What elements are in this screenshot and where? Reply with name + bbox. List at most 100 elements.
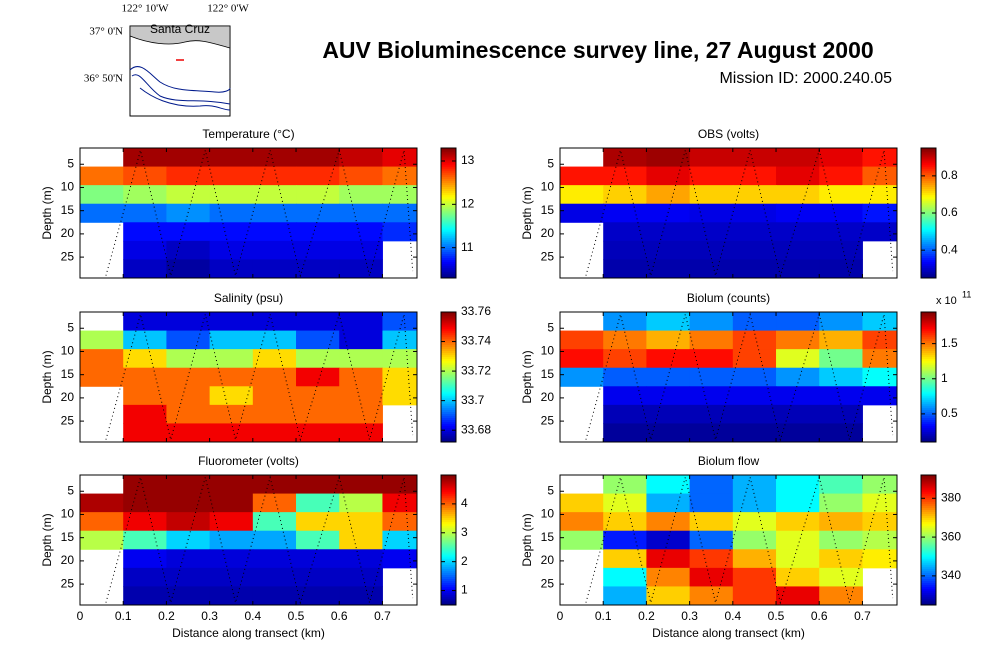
heat-cell	[732, 512, 777, 532]
colorbar-segment	[921, 326, 936, 329]
colorbar-segment	[921, 594, 936, 598]
x-tick-label: 0.7	[374, 609, 391, 623]
colorbar-segment	[441, 350, 456, 354]
colorbar-segment	[921, 342, 936, 345]
colorbar-segment	[441, 344, 456, 347]
heat-cell	[339, 493, 383, 513]
panel-title: Fluorometer (volts)	[198, 454, 299, 468]
heat-cell	[776, 423, 820, 442]
colorbar-segment	[921, 602, 936, 606]
colorbar-segment	[441, 481, 456, 484]
colorbar-segment	[441, 495, 456, 498]
heat-cell	[296, 530, 340, 550]
heat-cell	[646, 404, 691, 424]
heat-cell	[689, 166, 734, 186]
colorbar-segment	[441, 379, 456, 382]
heat-cell	[252, 493, 297, 513]
colorbar-segment	[441, 166, 456, 169]
heat-cell	[382, 512, 417, 532]
colorbar-segment	[441, 316, 456, 319]
heat-cell	[862, 367, 897, 387]
y-tick-label: 15	[541, 530, 555, 544]
heat-cell	[339, 259, 383, 278]
colorbar-segment	[921, 495, 936, 498]
heat-cell	[252, 549, 297, 569]
colorbar-segment	[921, 578, 936, 582]
colorbar-segment	[921, 263, 936, 267]
colorbar-segment	[921, 527, 936, 531]
x-axis-label: Distance along transect (km)	[172, 626, 325, 640]
heat-cell	[296, 312, 340, 332]
colorbar-segment	[441, 255, 456, 259]
colorbar-segment	[921, 475, 936, 478]
heat-cell	[296, 404, 340, 424]
heat-cell	[603, 259, 647, 278]
colorbar-segment	[921, 556, 936, 559]
colorbar-segment	[921, 158, 936, 161]
panel-title: Temperature (°C)	[202, 127, 294, 141]
colorbar-segment	[921, 172, 936, 175]
heat-cell	[862, 312, 897, 332]
colorbar-segment	[921, 497, 936, 500]
panel: Biolum flow Depth (m) 5 10 15 20 25 0 0.1 0.2 0.3 0…	[520, 454, 961, 640]
colorbar-segment	[441, 261, 456, 265]
colorbar-segment	[441, 517, 456, 521]
colorbar-segment	[441, 184, 456, 187]
y-tick-label: 5	[547, 483, 554, 497]
heat-cell	[776, 259, 820, 278]
heat-cell	[166, 185, 211, 205]
colorbar-segment	[921, 223, 936, 226]
heat-cell	[862, 330, 897, 350]
y-tick-label: 10	[61, 180, 75, 194]
colorbar-segment	[921, 515, 936, 519]
y-tick-label: 25	[541, 576, 555, 590]
colorbar-segment	[441, 340, 456, 343]
heat-cell	[862, 148, 897, 168]
colorbar-segment	[441, 411, 456, 414]
heat-cell	[732, 185, 777, 205]
colorbar-tick-label: 33.76	[461, 304, 491, 318]
colorbar-segment	[441, 235, 456, 238]
heat-cell	[689, 312, 734, 332]
colorbar-segment	[441, 554, 456, 557]
heat-cell	[776, 493, 820, 513]
heat-cell	[732, 475, 777, 495]
plot-frame	[559, 474, 898, 606]
colorbar-segment	[441, 249, 456, 252]
colorbar-segment	[441, 336, 456, 339]
heat-cell	[603, 349, 647, 369]
heat-cell	[819, 530, 863, 550]
heat-cell	[123, 367, 167, 387]
colorbar-segment	[441, 558, 456, 561]
colorbar-segment	[921, 433, 936, 437]
heat-cell	[603, 586, 647, 605]
colorbar-segment	[441, 342, 456, 345]
contour	[139, 87, 231, 111]
colorbar-segment	[441, 568, 456, 571]
heat-cell	[646, 259, 691, 278]
heat-cell	[646, 530, 691, 550]
colorbar-segment	[921, 576, 936, 579]
x-tick-label: 0	[77, 609, 84, 623]
colorbar-segment	[441, 413, 456, 416]
colorbar-segment	[921, 572, 936, 575]
heat-cell	[296, 222, 340, 242]
colorbar-segment	[441, 332, 456, 335]
colorbar-segment	[441, 435, 456, 439]
heat-cell	[646, 386, 691, 406]
colorbar-segment	[441, 564, 456, 567]
colorbar-segment	[441, 265, 456, 269]
colorbar-segment	[921, 265, 936, 269]
heat-cell	[123, 259, 167, 278]
heat-cell	[123, 475, 167, 495]
heat-cell	[646, 349, 691, 369]
colorbar-segment	[921, 261, 936, 265]
heat-cell	[819, 475, 863, 495]
colorbar-segment	[441, 431, 456, 435]
colorbar-segment	[441, 251, 456, 255]
colorbar-segment	[921, 324, 936, 327]
colorbar-segment	[441, 186, 456, 190]
heat-cell	[603, 493, 647, 513]
heat-cell	[862, 493, 897, 513]
